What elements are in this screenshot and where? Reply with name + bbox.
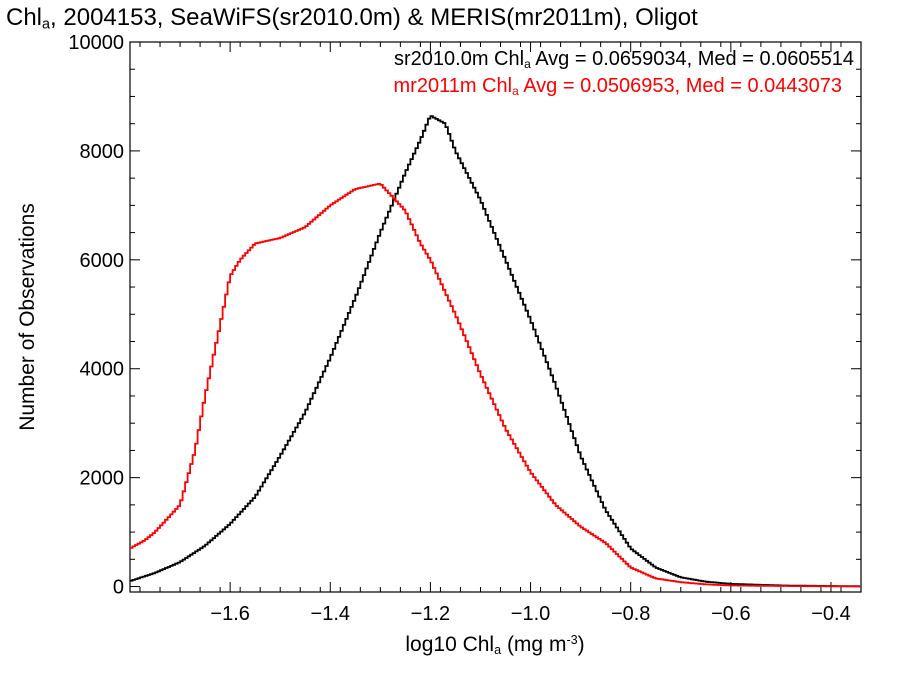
plot-frame <box>129 41 862 593</box>
axis-ticks: −1.6 −1.4 −1.2 −1.0 −0.8 −0.6 −0.4 0 2000 4000 600… <box>68 32 861 625</box>
x-tick-label: −1.2 <box>411 603 450 625</box>
x-tick-label: −1.4 <box>311 603 350 625</box>
series-layer <box>130 115 861 588</box>
x-tick-label: −0.8 <box>611 603 650 625</box>
x-axis-label: log10 Chla (mg m-3) <box>405 633 585 658</box>
y-axis-label: Number of Observations <box>16 203 39 431</box>
y-tick-label: 2000 <box>80 468 125 490</box>
y-tick-label: 0 <box>113 577 124 599</box>
chart-title: Chla, 2004153, SeaWiFS(sr2010.0m) & MERI… <box>6 4 698 33</box>
y-tick-label: 4000 <box>80 359 125 381</box>
x-tick-label: −0.4 <box>811 603 850 625</box>
x-tick-label: −1.6 <box>210 603 249 625</box>
y-tick-label: 8000 <box>80 141 125 163</box>
y-tick-label: 6000 <box>80 250 125 272</box>
series-line-mr2011m <box>130 183 861 588</box>
x-tick-label: −0.6 <box>711 603 750 625</box>
y-tick-label: 10000 <box>68 32 124 54</box>
stats-annotation-sr2010: sr2010.0m Chla Avg = 0.0659034, Med = 0.… <box>394 48 854 71</box>
stats-annotation-mr2011: mr2011m Chla Avg = 0.0506953, Med = 0.04… <box>393 75 843 98</box>
series-line-sr2010.0m <box>130 115 861 588</box>
x-tick-label: −1.0 <box>511 603 550 625</box>
